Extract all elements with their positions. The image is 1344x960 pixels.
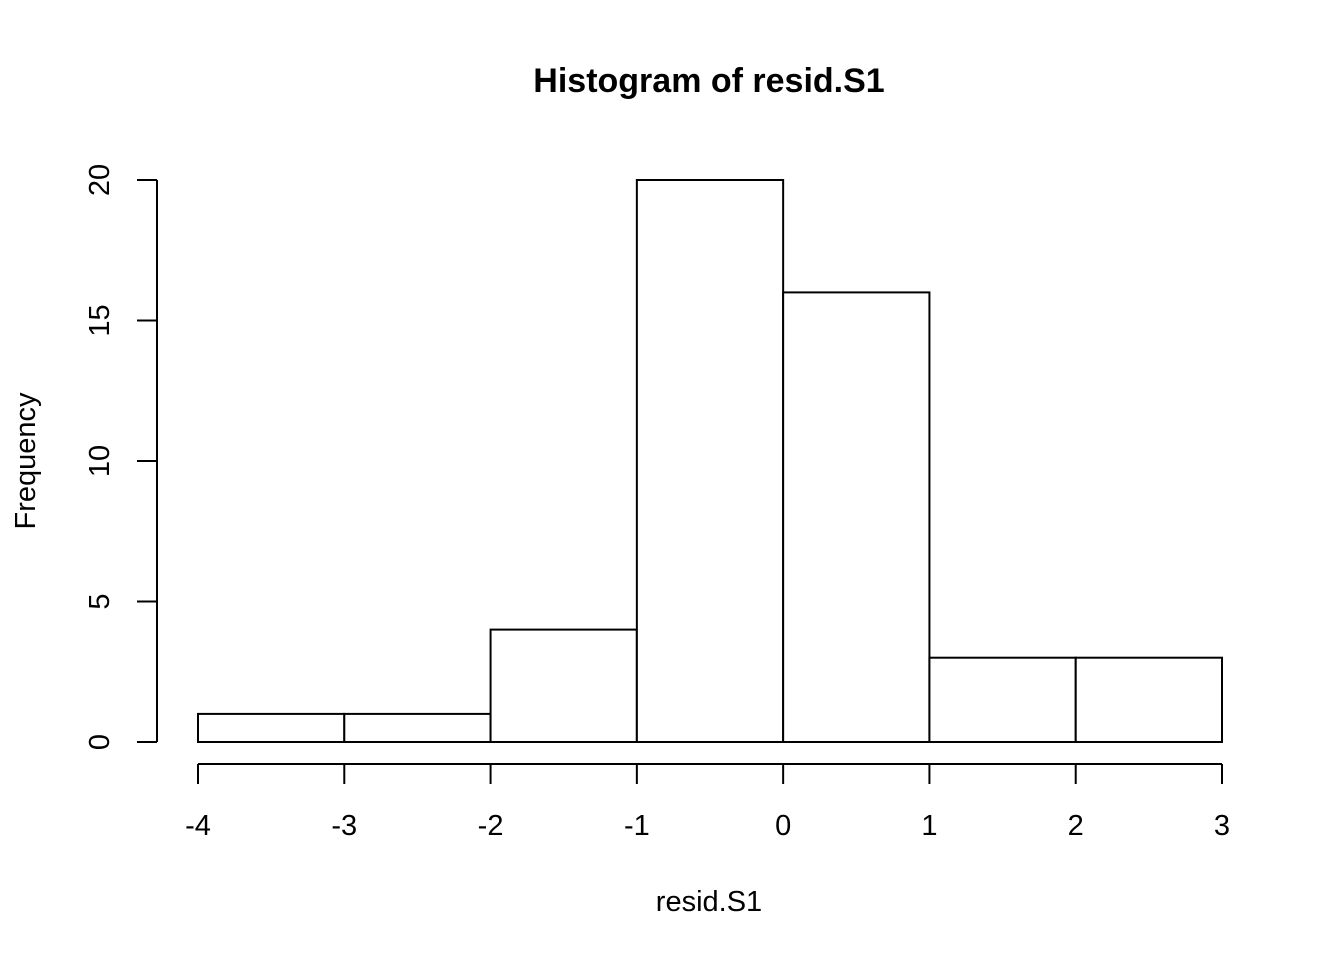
histogram-bars bbox=[197, 179, 1223, 744]
y-tick-label: 0 bbox=[84, 734, 116, 750]
x-axis: -4 -3 -2 -1 0 1 2 3 bbox=[185, 763, 1230, 842]
y-tick-label: 20 bbox=[84, 164, 116, 196]
x-axis-label: resid.S1 bbox=[656, 886, 762, 918]
y-tick-label: 10 bbox=[84, 445, 116, 477]
histogram-bar-1 bbox=[343, 712, 492, 744]
chart-title: Histogram of resid.S1 bbox=[533, 62, 884, 100]
histogram-bar-4 bbox=[782, 291, 931, 743]
y-tick-label: 15 bbox=[84, 304, 116, 336]
histogram-bar-6 bbox=[1074, 656, 1223, 744]
x-tick-label: -2 bbox=[478, 810, 504, 842]
y-axis-label: Frequency bbox=[10, 392, 42, 530]
y-axis: 0 5 10 15 20 bbox=[84, 164, 158, 750]
x-tick-label: 2 bbox=[1068, 810, 1084, 842]
histogram-bar-5 bbox=[928, 656, 1077, 744]
x-tick-label: -3 bbox=[331, 810, 357, 842]
histogram-bar-0 bbox=[197, 712, 346, 744]
x-tick-label: -1 bbox=[624, 810, 650, 842]
histogram-bar-2 bbox=[489, 628, 638, 743]
x-tick-label: 3 bbox=[1214, 810, 1230, 842]
x-tick-label: 1 bbox=[921, 810, 937, 842]
x-tick-label: 0 bbox=[775, 810, 791, 842]
x-tick-label: -4 bbox=[185, 810, 211, 842]
histogram-bar-3 bbox=[635, 179, 785, 743]
y-tick-label: 5 bbox=[84, 593, 116, 609]
